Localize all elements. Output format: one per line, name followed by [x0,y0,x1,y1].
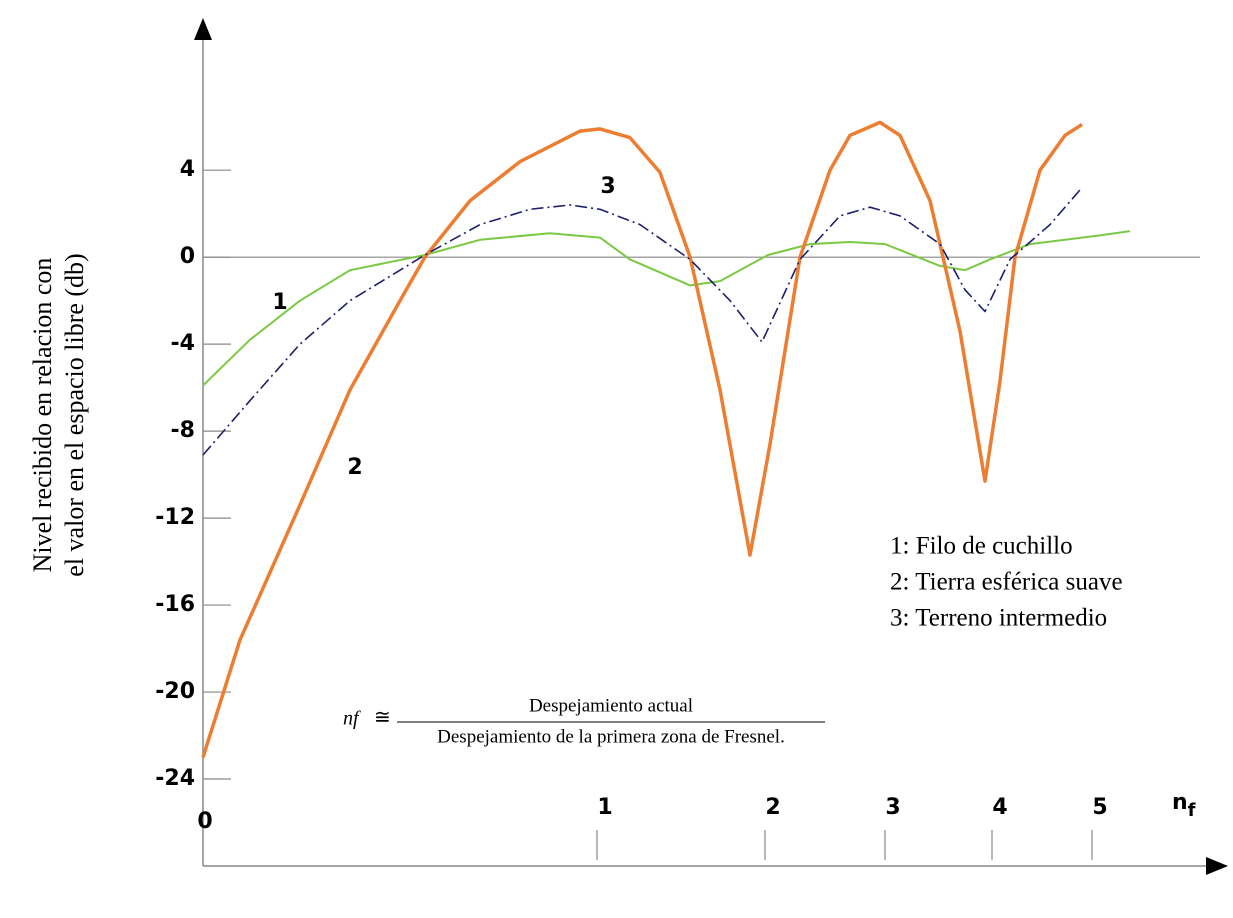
y-tick-label: -24 [155,766,195,791]
curve-label: 2 [347,455,362,480]
x-label: nf [1172,790,1196,821]
formula-symbol: ≅ [374,707,391,729]
x-tick-label: 3 [885,795,900,820]
x-label-sub: f [1188,800,1196,821]
series-line [201,120,1083,758]
x-label-main: n [1172,790,1188,815]
series-line [202,187,1083,456]
series-line [202,230,1131,387]
x-tick-label: 2 [765,795,780,820]
y-axis-arrow [194,18,212,40]
y-label: Nivel recibido en relacion con [28,258,57,573]
legend-entry: 2: Tierra esférica suave [890,569,1123,596]
x-axis-arrow [1206,857,1228,875]
y-tick-label: 4 [180,157,195,182]
x-tick-label: 5 [1092,795,1107,820]
curve-label: 1 [272,290,287,315]
formula-lhs: nf [343,708,361,730]
curve-label: 3 [600,174,615,199]
x-tick-label: 4 [992,795,1007,820]
legend-entry: 3: Terreno intermedio [890,605,1107,632]
y-tick-label: -20 [155,679,195,704]
y-tick-label: -4 [171,331,195,356]
y-tick-label: -8 [171,418,195,443]
x-tick-label: 1 [597,795,612,820]
y-tick-label: 0 [180,244,195,269]
x-tick-label: 0 [197,809,212,834]
y-tick-label: -12 [155,505,195,530]
formula-numerator: Despejamiento actual [529,695,693,716]
y-label: el valor en el espacio libre (db) [60,253,89,576]
legend-entry: 1: Filo de cuchillo [890,533,1073,560]
formula-denominator: Despejamiento de la primera zona de Fres… [437,726,785,747]
y-tick-label: -16 [155,592,195,617]
